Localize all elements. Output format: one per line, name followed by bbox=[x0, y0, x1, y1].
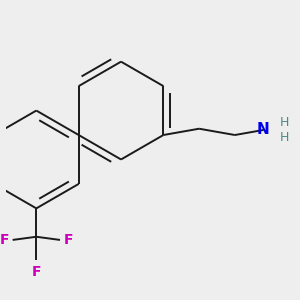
Text: H: H bbox=[280, 116, 289, 129]
Text: N: N bbox=[257, 122, 270, 137]
Text: F: F bbox=[0, 233, 9, 247]
Text: F: F bbox=[64, 233, 73, 247]
Text: F: F bbox=[32, 265, 41, 279]
Text: H: H bbox=[280, 131, 289, 144]
